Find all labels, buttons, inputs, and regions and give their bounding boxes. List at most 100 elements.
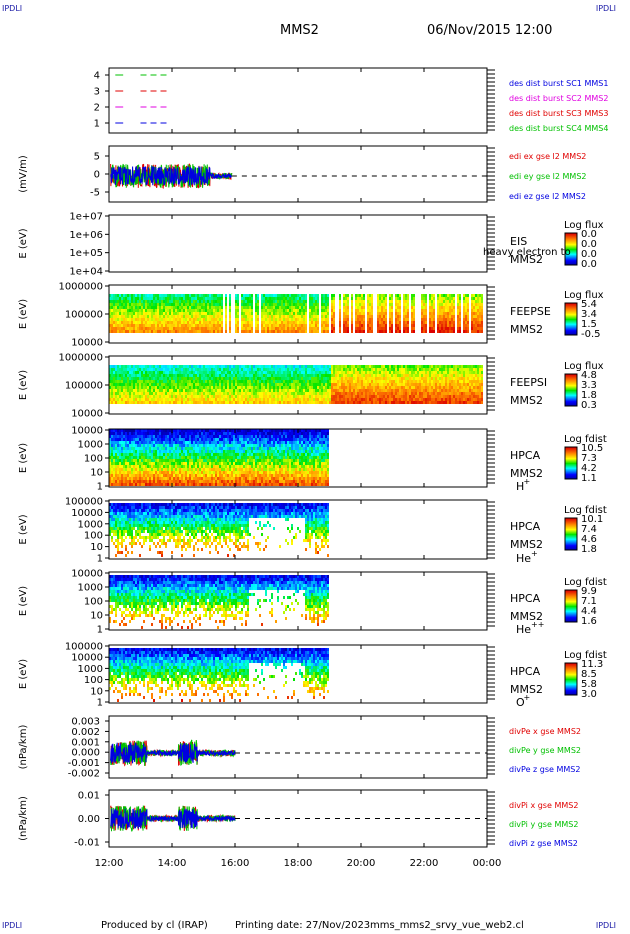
heatmap-cell-feepsi [417, 371, 419, 374]
heatmap-cell-feepsi [263, 383, 265, 386]
heatmap-cell-feepsi [339, 368, 341, 371]
heatmap-cell-feepsi [331, 365, 333, 368]
heatmap-cell-feepsi [477, 365, 479, 368]
heatmap-cell-feepse [123, 330, 125, 333]
heatmap-cell-feepsi [277, 377, 279, 380]
heatmap-cell-feepsi [339, 389, 341, 392]
heatmap-cell-hpca-h [111, 435, 113, 438]
heatmap-cell-feepse [117, 318, 119, 321]
heatmap-cell-feepsi [445, 368, 447, 371]
heatmap-cell-hpca-h [117, 441, 119, 444]
heatmap-cell-feepsi [145, 395, 147, 398]
heatmap-cell-feepsi [357, 368, 359, 371]
heatmap-cell-feepse [113, 327, 115, 330]
heatmap-cell-feepse [149, 294, 151, 297]
heatmap-cell-feepsi [183, 398, 185, 401]
heatmap-cell-feepsi [337, 398, 339, 401]
heatmap-cell-feepsi [285, 389, 287, 392]
heatmap-cell-feepsi [191, 389, 193, 392]
heatmap-cell-feepsi [451, 371, 453, 374]
heatmap-cell-feepse [191, 318, 193, 321]
heatmap-cell-feepse [171, 303, 173, 306]
heatmap-cell-hpca-h [115, 447, 117, 450]
heatmap-cell-feepsi [157, 383, 159, 386]
heatmap-cell-feepse [321, 300, 323, 303]
heatmap-cell-feepse [251, 330, 253, 333]
heatmap-cell-feepse [453, 318, 455, 321]
heatmap-cell-feepse [125, 297, 127, 300]
heatmap-cell-feepse [201, 324, 203, 327]
heatmap-cell-feepsi [341, 365, 343, 368]
heatmap-cell-feepsi [335, 380, 337, 383]
heatmap-cell-feepsi [445, 392, 447, 395]
y-axis-label-edi-e: (mV/m) [18, 155, 29, 193]
heatmap-cell-feepse [325, 312, 327, 315]
heatmap-cell-feepsi [193, 368, 195, 371]
heatmap-cell-feepse [477, 324, 479, 327]
heatmap-cell-feepsi [237, 383, 239, 386]
heatmap-cell-feepsi [123, 398, 125, 401]
heatmap-cell-feepse [355, 309, 357, 312]
heatmap-cell-hpca-h [113, 453, 115, 456]
heatmap-cell-feepse [281, 312, 283, 315]
heatmap-cell-feepse [139, 327, 141, 330]
heatmap-cell-feepse [309, 321, 311, 324]
heatmap-cell-feepse [189, 312, 191, 315]
heatmap-cell-feepsi [295, 395, 297, 398]
heatmap-cell-feepse [165, 294, 167, 297]
heatmap-cell-feepse [249, 294, 251, 297]
heatmap-cell-feepsi [313, 392, 315, 395]
heatmap-cell-feepse [407, 303, 409, 306]
heatmap-cell-feepse [383, 318, 385, 321]
heatmap-cell-feepse [339, 321, 341, 324]
heatmap-cell-feepsi [293, 389, 295, 392]
heatmap-cell-feepsi [263, 380, 265, 383]
heatmap-cell-feepse [351, 312, 353, 315]
heatmap-cell-feepsi [227, 383, 229, 386]
heatmap-cell-feepsi [357, 380, 359, 383]
heatmap-cell-feepsi [385, 395, 387, 398]
heatmap-cell-feepsi [243, 365, 245, 368]
heatmap-cell-feepsi [453, 380, 455, 383]
heatmap-cell-feepsi [247, 383, 249, 386]
heatmap-cell-feepse [451, 297, 453, 300]
heatmap-cell-feepse [449, 327, 451, 330]
heatmap-cell-feepsi [315, 380, 317, 383]
heatmap-cell-feepsi [121, 371, 123, 374]
heatmap-cell-feepsi [249, 374, 251, 377]
heatmap-cell-feepsi [247, 401, 249, 404]
heatmap-cell-feepse [477, 297, 479, 300]
heatmap-cell-feepsi [477, 374, 479, 377]
heatmap-cell-feepsi [241, 398, 243, 401]
heatmap-cell-feepse [447, 309, 449, 312]
heatmap-cell-feepsi [229, 383, 231, 386]
heatmap-cell-feepse [333, 327, 335, 330]
heatmap-cell-feepsi [145, 380, 147, 383]
heatmap-cell-feepse [183, 312, 185, 315]
heatmap-cell-feepse [439, 306, 441, 309]
heatmap-cell-feepse [295, 294, 297, 297]
heatmap-cell-feepsi [433, 374, 435, 377]
heatmap-cell-feepsi [421, 365, 423, 368]
heatmap-cell-feepse [135, 303, 137, 306]
heatmap-cell-feepse [205, 318, 207, 321]
heatmap-cell-feepse [255, 309, 257, 312]
heatmap-cell-feepsi [291, 374, 293, 377]
heatmap-cell-feepse [277, 321, 279, 324]
heatmap-cell-hpca-h [123, 480, 125, 483]
heatmap-cell-feepsi [211, 383, 213, 386]
heatmap-cell-feepsi [153, 380, 155, 383]
heatmap-cell-feepse [137, 306, 139, 309]
heatmap-cell-feepsi [189, 380, 191, 383]
heatmap-cell-feepse [165, 321, 167, 324]
heatmap-cell-feepsi [173, 398, 175, 401]
heatmap-cell-feepse [343, 321, 345, 324]
heatmap-cell-feepsi [417, 368, 419, 371]
heatmap-cell-hpca-h [123, 447, 125, 450]
heatmap-cell-feepse [293, 324, 295, 327]
heatmap-cell-feepsi [269, 392, 271, 395]
heatmap-cell-feepsi [151, 389, 153, 392]
heatmap-cell-feepse [235, 324, 237, 327]
heatmap-cell-feepsi [233, 398, 235, 401]
heatmap-cell-feepsi [227, 392, 229, 395]
